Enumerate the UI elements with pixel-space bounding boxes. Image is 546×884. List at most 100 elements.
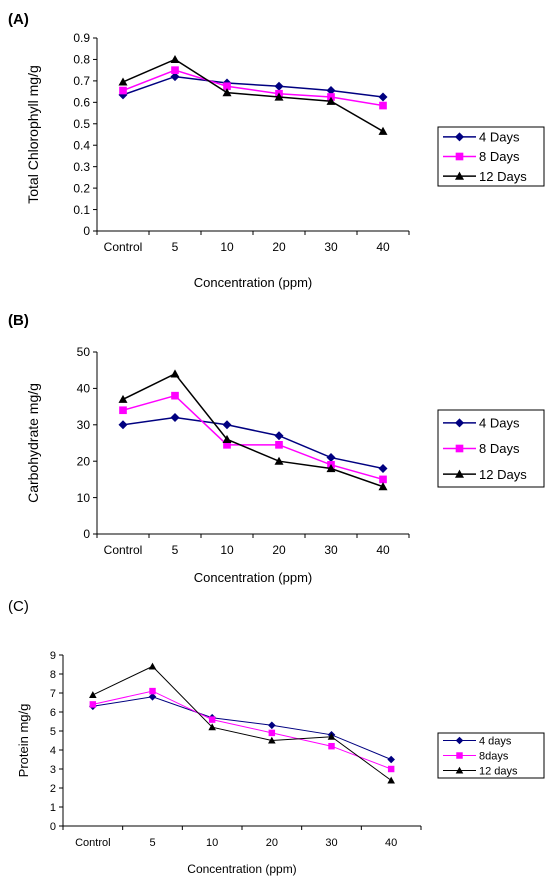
y-tick-label: 0.2 — [73, 181, 90, 195]
legend-swatch-marker — [455, 736, 464, 745]
data-point — [89, 701, 97, 708]
x-tick-label: 5 — [172, 240, 179, 254]
data-point — [170, 54, 180, 64]
y-tick-label: 1 — [50, 802, 56, 814]
data-point — [275, 440, 283, 449]
x-tick-label: 40 — [376, 240, 390, 254]
y-tick-label: 0.5 — [73, 117, 90, 131]
panel-label-b: (B) — [8, 312, 29, 329]
x-axis-label: Concentration (ppm) — [194, 275, 313, 290]
y-tick-label: 6 — [50, 707, 56, 719]
data-point — [327, 732, 336, 740]
y-tick-label: 3 — [50, 764, 56, 776]
x-tick-label: 20 — [266, 837, 278, 849]
x-tick-label: 40 — [376, 543, 390, 557]
data-point — [328, 742, 335, 750]
series-line-1 — [92, 696, 392, 760]
data-point — [170, 72, 180, 82]
series-line-2 — [92, 690, 392, 770]
data-point — [387, 755, 395, 764]
x-tick-label: 5 — [172, 543, 179, 557]
legend-swatch-marker — [455, 469, 464, 478]
data-point — [222, 434, 232, 443]
x-tick-label: Control — [104, 543, 143, 557]
series-line-3 — [92, 665, 392, 781]
legend-swatch-marker — [455, 766, 464, 774]
y-tick-label: 5 — [50, 726, 56, 738]
data-point — [274, 456, 284, 465]
data-point — [326, 96, 336, 105]
x-tick-label: 30 — [325, 837, 337, 849]
data-point — [268, 721, 276, 730]
data-point — [387, 776, 395, 784]
data-point — [326, 463, 336, 473]
data-point — [170, 369, 180, 378]
data-point — [268, 729, 276, 737]
y-tick-label: 7 — [50, 688, 56, 700]
data-point — [378, 482, 388, 491]
series-line-1 — [122, 75, 384, 98]
panel-label-a: (A) — [8, 11, 29, 28]
x-tick-label: 10 — [206, 837, 218, 849]
y-tick-label: 0.8 — [73, 53, 90, 67]
series-line-2 — [122, 394, 384, 481]
legend-entry-label: 8days — [479, 750, 509, 762]
series-line-1 — [122, 416, 384, 470]
chart-c: 0 1 2 3 4 5 6 7 8 9 Control 5 10 20 30 40 Concentration … — [16, 650, 545, 876]
y-tick-label: 10 — [77, 491, 91, 505]
series-line-3 — [122, 58, 384, 132]
legend-entry-label: 8 Days — [479, 441, 520, 456]
y-tick-label: 8 — [50, 669, 56, 681]
legend-swatch-marker — [455, 418, 464, 428]
data-point — [119, 86, 127, 95]
data-point — [223, 440, 231, 449]
data-point — [268, 736, 276, 744]
data-point — [378, 92, 388, 102]
data-point — [274, 81, 284, 91]
x-tick-label: 10 — [220, 543, 234, 557]
y-tick-label: 2 — [50, 783, 56, 795]
x-tick-label: 30 — [324, 543, 338, 557]
legend-swatch-marker — [455, 171, 464, 180]
y-axis-label: Protein mg/g — [16, 704, 31, 778]
data-point — [208, 716, 216, 723]
data-point — [326, 86, 336, 96]
y-tick-label: 0.4 — [73, 138, 90, 152]
y-tick-label: 0.1 — [73, 203, 90, 217]
data-point — [89, 691, 97, 698]
data-point — [148, 662, 157, 670]
y-tick-label: 0.6 — [73, 96, 90, 110]
data-point — [171, 391, 179, 400]
data-point — [379, 475, 387, 484]
y-tick-label: 0.3 — [73, 160, 90, 174]
data-point — [118, 394, 128, 403]
legend-entry-label: 4 Days — [479, 130, 520, 145]
x-tick-label: 5 — [149, 837, 155, 849]
x-tick-label: 10 — [220, 240, 234, 254]
data-point — [118, 420, 128, 430]
legend-swatch-marker — [455, 132, 464, 142]
x-tick-label: Control — [104, 240, 143, 254]
chart-a: 0 0.1 0.2 0.3 0.4 0.5 0.6 0.7 0.8 0.9 Control 5 10 20… — [25, 31, 545, 290]
y-tick-label: 0 — [50, 821, 56, 833]
data-point — [222, 88, 232, 97]
data-point — [118, 77, 128, 86]
x-tick-label: 20 — [272, 543, 286, 557]
x-tick-label: 30 — [324, 240, 338, 254]
legend-entry-label: 12 Days — [479, 467, 527, 482]
x-axis-label: Concentration (ppm) — [187, 862, 296, 876]
panel-label-c: (C) — [8, 598, 29, 615]
chart-b: 0 10 20 30 40 50 Control 5 10 20 30 40 Concentration… — [25, 345, 545, 585]
x-tick-label: 20 — [272, 240, 286, 254]
legend-swatch-marker — [456, 752, 463, 759]
y-axis-label: Total Chlorophyll mg/g — [25, 65, 41, 204]
data-point — [208, 723, 216, 731]
y-axis-label: Carbohydrate mg/g — [25, 383, 41, 503]
data-point — [149, 687, 156, 695]
data-point — [274, 92, 284, 101]
x-tick-label: Control — [75, 837, 110, 849]
y-tick-label: 30 — [77, 418, 91, 432]
legend-entry-label: 12 Days — [479, 169, 527, 184]
legend-entry-label: 4 days — [479, 735, 512, 747]
